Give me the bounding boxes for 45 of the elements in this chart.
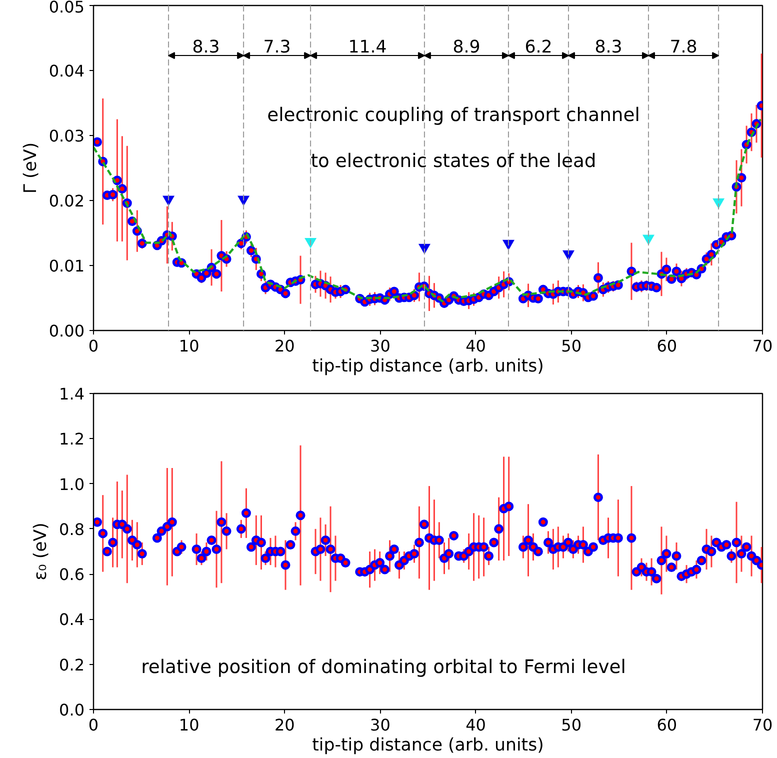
y-tick-label: 0.6 (59, 565, 85, 584)
y-tick-label: 0.05 (48, 0, 84, 16)
annotation: 7.3 (263, 38, 291, 58)
annotation: 6.2 (524, 38, 552, 58)
y-tick-label: 1.2 (59, 430, 85, 449)
x-tick-label: 70 (752, 336, 773, 356)
annotation: to electronic states of the lead (310, 151, 596, 172)
x-axis-title: tip-tip distance (arb. units) (312, 356, 544, 376)
x-tick-label: 10 (178, 336, 200, 356)
x-tick-label: 30 (370, 336, 390, 356)
y-tick-label: 0.4 (59, 610, 85, 630)
x-axis-title: tip-tip distance (arb. units) (312, 736, 544, 756)
x-tick-label: 0 (88, 336, 99, 356)
y-tick-label: 1.4 (59, 384, 85, 404)
y-tick-label: 0.01 (48, 256, 84, 276)
y-tick-label: 0.0 (59, 700, 85, 720)
x-tick-label: 40 (466, 716, 486, 734)
x-tick-label: 60 (656, 716, 678, 734)
x-tick-label: 60 (656, 336, 678, 356)
annotation: 8.3 (192, 38, 220, 58)
x-tick-label: 0 (88, 716, 99, 734)
y-tick-label: 0.2 (59, 655, 85, 674)
point (304, 238, 317, 248)
x-tick-label: 20 (274, 336, 295, 356)
annotation: 8.9 (452, 38, 480, 58)
y-axis-title: ε₀ (eV) (31, 522, 52, 580)
y-tick-label: 0.8 (59, 520, 85, 539)
annotation: electronic coupling of transport channel (267, 105, 640, 126)
x-tick-label: 70 (752, 716, 773, 734)
annotation: 7.8 (670, 38, 698, 58)
y-tick-label: 0.04 (48, 62, 84, 80)
y-axis-title: Γ (eV) (20, 142, 41, 194)
x-tick-label: 50 (561, 716, 582, 734)
y-tick-label: 0.03 (48, 126, 84, 146)
annotation: 11.4 (348, 38, 387, 58)
x-tick-label: 20 (274, 716, 295, 734)
y-tick-label: 0.00 (48, 322, 84, 340)
x-tick-label: 30 (370, 716, 390, 734)
y-tick-label: 1.0 (59, 474, 85, 494)
x-tick-label: 50 (561, 336, 582, 356)
y-tick-label: 0.02 (48, 192, 84, 210)
annotation: 8.3 (594, 38, 622, 58)
x-tick-label: 10 (178, 716, 200, 734)
annotation: relative position of dominating orbital to Fermi level (141, 657, 626, 678)
x-tick-label: 40 (466, 336, 486, 356)
